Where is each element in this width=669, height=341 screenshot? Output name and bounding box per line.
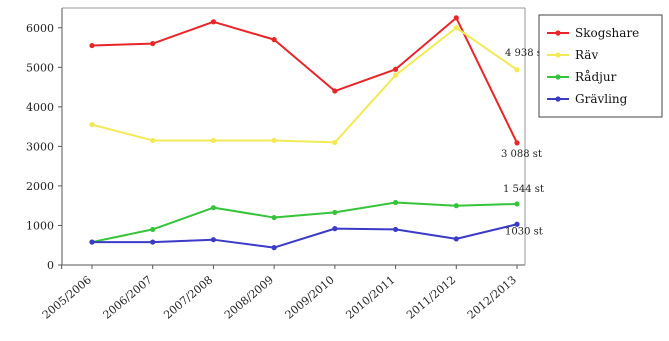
series-line xyxy=(91,16,518,144)
data-label: 1030 st xyxy=(505,226,543,237)
data-point xyxy=(271,137,277,144)
data-point xyxy=(392,226,399,233)
series-line xyxy=(91,201,518,244)
data-label: 1 544 st xyxy=(503,184,544,195)
y-tick-label: 0 xyxy=(47,259,54,272)
legend-swatch-marker xyxy=(555,74,561,80)
data-point xyxy=(453,25,459,31)
legend-swatch-marker xyxy=(555,96,561,102)
data-point xyxy=(271,245,277,251)
series-line xyxy=(92,223,518,249)
data-point xyxy=(89,42,95,49)
data-point xyxy=(332,139,338,146)
data-point xyxy=(210,205,217,211)
data-point xyxy=(210,19,217,25)
y-tick-label: 2000 xyxy=(26,180,54,193)
x-tick-label: 2007/2008 xyxy=(161,273,215,321)
data-point xyxy=(332,88,338,94)
legend-label: Räv xyxy=(575,48,598,62)
legend-swatch-marker xyxy=(555,30,561,36)
data-point xyxy=(271,214,277,221)
data-point xyxy=(210,137,217,144)
axes xyxy=(61,7,526,266)
x-tick-label: 2006/2007 xyxy=(101,273,155,321)
data-label: 3 088 st xyxy=(501,149,542,160)
legend: Skogshare Räv Rådjur Grävling xyxy=(538,14,663,118)
data-point xyxy=(150,40,156,47)
series-lines xyxy=(89,15,520,251)
data-point xyxy=(210,237,217,243)
legend-label: Skogshare xyxy=(575,26,639,40)
x-tick-label: 2011/2012 xyxy=(404,273,458,321)
data-labels: 4 938 st 3 088 st 1 544 st 1030 st xyxy=(501,48,546,238)
y-tick-label: 1000 xyxy=(26,219,54,232)
data-point xyxy=(332,226,338,232)
data-point xyxy=(392,199,399,206)
legend-label: Grävling xyxy=(575,92,628,106)
data-point xyxy=(514,221,520,227)
x-tick-label: 2008/2009 xyxy=(222,273,276,321)
data-point xyxy=(514,201,520,207)
y-axis-ticks: 0 1000 2000 3000 4000 5000 6000 xyxy=(26,22,62,272)
data-point xyxy=(89,239,95,245)
y-tick-label: 6000 xyxy=(26,22,54,35)
series-line xyxy=(91,26,518,144)
data-point xyxy=(392,72,399,78)
x-axis-ticks: 2005/2006 2006/2007 2007/2008 2008/2009 2009… xyxy=(40,265,519,322)
x-tick-label: 2005/2006 xyxy=(40,273,94,321)
y-tick-label: 3000 xyxy=(26,140,54,153)
data-point xyxy=(332,209,338,216)
data-point xyxy=(514,140,520,146)
legend-swatch-marker xyxy=(555,52,561,58)
data-point xyxy=(392,66,399,72)
y-tick-label: 5000 xyxy=(26,61,54,74)
x-tick-label: 2010/2011 xyxy=(343,273,397,321)
data-point xyxy=(150,226,156,233)
x-tick-label: 2012/2013 xyxy=(465,273,519,321)
legend-label: Rådjur xyxy=(575,69,617,84)
data-point xyxy=(150,239,156,245)
data-point xyxy=(453,15,459,21)
data-point xyxy=(514,67,520,73)
data-label: 4 938 st xyxy=(505,48,546,59)
data-point xyxy=(271,37,277,43)
x-tick-label: 2009/2010 xyxy=(283,273,337,321)
data-point xyxy=(150,137,156,144)
data-point xyxy=(453,236,459,242)
data-point xyxy=(453,203,459,209)
y-tick-label: 4000 xyxy=(26,101,54,114)
data-point xyxy=(89,122,95,128)
